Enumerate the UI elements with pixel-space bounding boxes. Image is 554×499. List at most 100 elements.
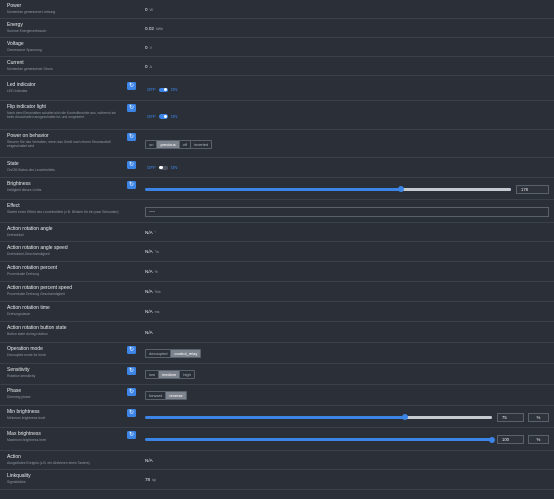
label-block: Action rotation percent speed Prozentuale… [7,285,122,296]
refresh-icon: ↻ [128,83,135,89]
row-power-on-behavior: Power on behavior Steuern Sie das Verhalt… [0,130,554,158]
slider-max-brightness[interactable] [145,436,495,443]
row-description: Ausgelöstes Ereignis (z.B. ein Aktiviere… [7,461,90,465]
refresh-button[interactable]: ↻ [127,104,136,112]
row-description: Helligkeit dieses Lichts [7,188,42,192]
row-name: Action rotation angle speed [7,245,68,251]
refresh-button[interactable]: ↻ [127,161,136,169]
slider-min-brightness[interactable] [145,414,492,420]
option-high[interactable]: high [183,372,191,377]
value-text: N/A [145,330,153,336]
value-text: N/A ° [145,230,156,236]
toggle-off-label: OFF [147,113,156,119]
row-description: Rotation sensitivity [7,374,36,378]
option-off[interactable]: off [180,140,191,148]
toggle-led-indicator[interactable]: OFF ON [147,87,177,93]
option-forward[interactable]: forward [146,392,167,399]
toggle-switch[interactable] [158,114,168,119]
value-text: N/A %/s [145,289,161,295]
row-name: Max brightness [7,431,41,437]
option-decoupled[interactable]: decoupled [146,350,172,357]
toggle-knob [159,166,163,170]
row-name: Phase [7,388,22,394]
value-number: N/A [145,457,153,463]
toggle-switch[interactable] [158,87,168,93]
refresh-button[interactable]: ↻ [127,388,136,396]
value-text: 78 lqi [145,477,156,483]
row-name: Flip indicator light [7,104,46,110]
number-input[interactable]: 178 [516,184,549,194]
option-inverted[interactable]: inverted [193,141,209,147]
row-name: State [7,161,19,167]
toggle-flip-indicator-light[interactable]: OFF ON [147,114,177,120]
row-action-rotation-button-state: Action rotation button state Button state… [0,322,554,343]
row-description: Nach dem Einschalten schaltet sich die K… [7,111,116,120]
toggle-on-label: ON [170,87,178,92]
option-control-relay[interactable]: control_relay [171,350,201,357]
option-on[interactable]: on [146,140,158,148]
toggle-switch[interactable] [158,165,168,171]
value-number: 0 [145,63,148,69]
row-phase: Phase Dimming phase ↻ forward reverse [0,385,554,406]
slider-thumb[interactable] [398,186,405,192]
row-led-indicator: Led indicator LED Indicator ↻ OFF ON [0,79,554,101]
slider-thumb[interactable] [489,436,495,443]
value-text: N/A °/s [145,249,159,255]
row-name: Operation mode [7,346,43,352]
refresh-icon: ↻ [128,134,135,140]
row-name: Power on behavior [7,133,49,139]
refresh-button[interactable]: ↻ [127,181,136,189]
option-reverse[interactable]: reverse [166,392,186,399]
number-input[interactable]: 75 [497,412,524,422]
toggle-state[interactable]: OFF ON [147,165,177,171]
row-name: Sensitivity [7,367,30,373]
label-block: Power Momentan gemessene Leistung [7,3,122,14]
refresh-button[interactable]: ↻ [127,346,136,354]
refresh-button[interactable]: ↻ [127,133,136,141]
refresh-button[interactable]: ↻ [127,82,136,90]
segmented-operation-mode: decoupled control_relay [145,349,202,358]
refresh-button[interactable]: ↻ [127,431,136,439]
row-name: Action rotation time [7,305,50,311]
row-description: Prozentuale Drehung Geschwindigkeit [7,292,65,296]
row-description: Maximum brightness level [7,438,47,442]
row-energy: Energy Summe Energieverbrauch 0.02 kWh [0,19,554,38]
value-text: N/A ms [145,309,159,315]
row-description: Summe Energieverbrauch [7,29,47,33]
row-name: Action rotation angle [7,226,53,232]
label-block: Sensitivity Rotation sensitivity [7,367,122,378]
row-name: Action rotation button state [7,325,67,331]
row-name: Min brightness [7,409,40,415]
refresh-button[interactable]: ↻ [127,409,136,417]
slider-thumb[interactable] [402,414,409,420]
value-number: N/A [145,249,153,254]
row-name: Brightness [7,181,31,187]
row-voltage: Voltage Gemessene Spannung 0 V [0,38,554,57]
value-number: 0 [145,44,148,50]
option-medium[interactable]: medium [159,371,181,378]
row-action-rotation-percent: Action rotation percent Prozentuale Drehu… [0,262,554,282]
number-input[interactable]: 100 [497,435,524,444]
refresh-icon: ↻ [128,410,135,416]
option-previous[interactable]: previous [157,140,180,148]
unit-label: % [528,435,549,444]
refresh-icon: ↻ [128,389,135,395]
value-text: 0.02 kWh [145,26,163,32]
refresh-button[interactable]: ↻ [127,367,136,375]
row-name: Voltage [7,41,24,47]
row-name: Linkquality [7,473,31,479]
value-unit: ° [154,230,157,235]
label-block: Action rotation angle Drehwinkel [7,226,122,237]
slider-brightness[interactable] [145,186,511,192]
label-block: Action Ausgelöstes Ereignis (z.B. ein Akt… [7,454,122,465]
value-unit: kWh [155,26,164,31]
label-block: Action rotation time Drehungsdauer [7,305,122,316]
row-name: Action rotation percent [7,265,58,271]
effect-input[interactable]: ---- [145,206,549,217]
value-unit: A [149,64,152,69]
option-low[interactable]: low [146,371,160,378]
label-block: Power on behavior Steuern Sie das Verhalt… [7,133,122,148]
value-unit: lqi [152,478,156,482]
